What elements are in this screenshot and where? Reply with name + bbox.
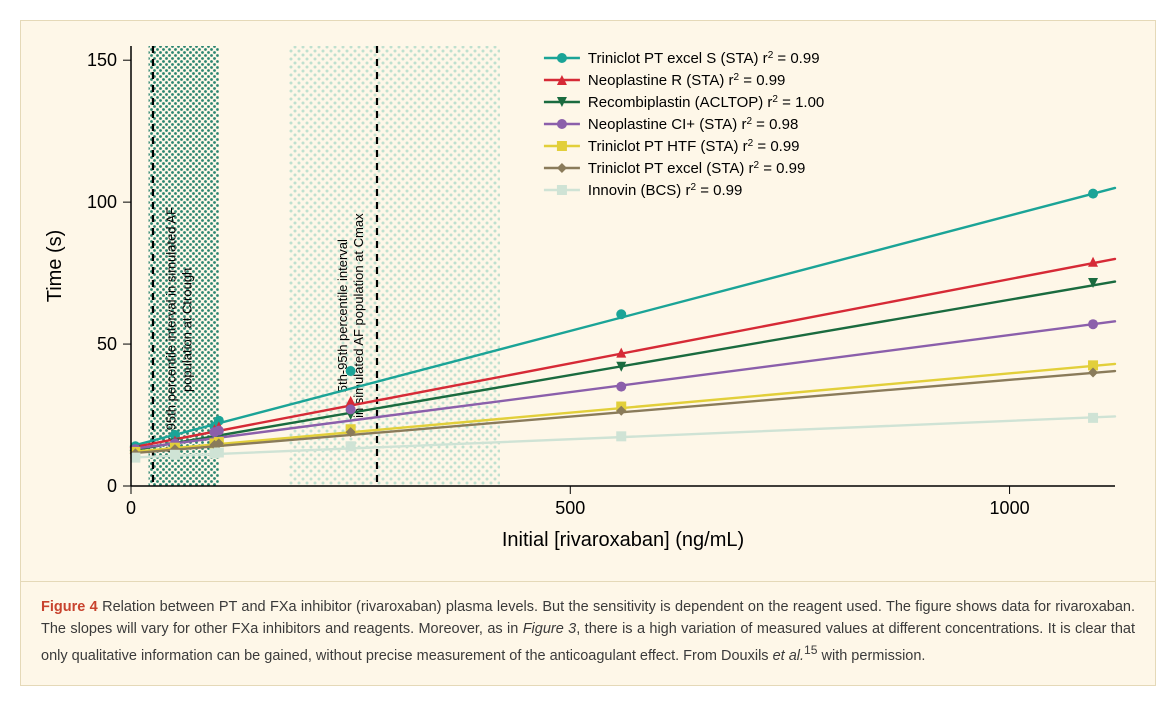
ytick-label: 0 xyxy=(107,476,117,496)
ytick-label: 100 xyxy=(87,192,117,212)
legend-item-0: Triniclot PT excel S (STA) r2 = 0.99 xyxy=(588,50,820,68)
xtick-label: 0 xyxy=(126,498,136,518)
ytick-label: 50 xyxy=(97,334,117,354)
caption-sup: 15 xyxy=(804,643,817,657)
ytick-label: 150 xyxy=(87,50,117,70)
caption-ref: Figure 3 xyxy=(523,621,577,637)
legend-item-5: Triniclot PT excel (STA) r2 = 0.99 xyxy=(588,160,805,178)
y-axis-title: Time (s) xyxy=(44,230,66,303)
figure-container: 5th-95th percentile interval in simulate… xyxy=(20,20,1156,686)
legend-item-6: Innovin (BCS) r2 = 0.99 xyxy=(588,182,742,200)
band-label-1: 5th-95th percentile intervalin simulated… xyxy=(335,213,366,418)
caption-text-3: with permission. xyxy=(817,648,925,664)
x-axis-title: Initial [rivaroxaban] (ng/mL) xyxy=(502,529,744,551)
band-0 xyxy=(149,46,219,486)
legend: Triniclot PT excel S (STA) r2 = 0.99 Neop… xyxy=(544,50,824,200)
chart-svg: 5th-95th percentile interval in simulate… xyxy=(21,21,1155,581)
legend-item-4: Triniclot PT HTF (STA) r2 = 0.99 xyxy=(588,138,800,156)
caption-title: Figure 4 xyxy=(41,599,98,615)
xtick-label: 500 xyxy=(555,498,585,518)
caption: Figure 4 Relation between PT and FXa inh… xyxy=(21,581,1155,685)
series-5 xyxy=(130,367,1115,458)
svg-text:population at Ctrough: population at Ctrough xyxy=(180,268,195,392)
legend-item-1: Neoplastine R (STA) r2 = 0.99 xyxy=(588,72,785,90)
caption-etal: et al. xyxy=(773,648,804,664)
xtick-label: 1000 xyxy=(990,498,1030,518)
legend-item-3: Neoplastine CI+ (STA) r2 = 0.98 xyxy=(588,116,798,134)
chart-area: 5th-95th percentile interval in simulate… xyxy=(21,21,1155,581)
bands-group xyxy=(149,46,500,486)
legend-item-2: Recombiplastin (ACLTOP) r2 = 1.00 xyxy=(588,94,824,112)
band-1 xyxy=(289,46,500,486)
svg-text:5th-95th percentile interval i: 5th-95th percentile interval in simulate… xyxy=(164,207,179,453)
